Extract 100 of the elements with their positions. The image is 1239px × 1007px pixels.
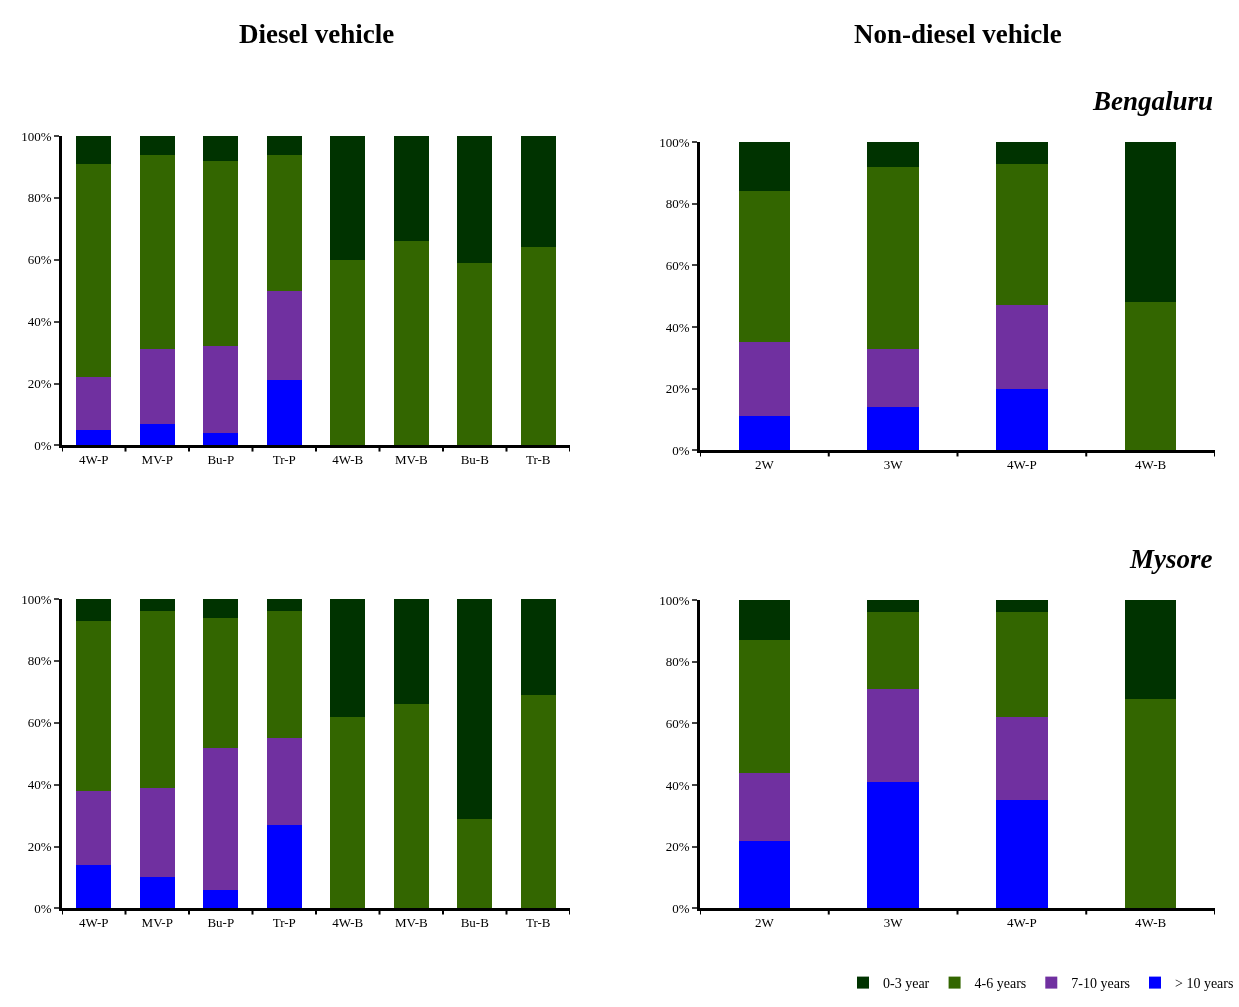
bar	[738, 191, 791, 343]
x-tick-label: 4W-P	[78, 914, 109, 930]
bar	[996, 305, 1048, 389]
bar	[266, 154, 302, 291]
x-tick-label: 4W-P	[1007, 914, 1037, 930]
y-tick-label: 100%	[21, 591, 52, 607]
x-tick-label: 2W	[754, 456, 775, 472]
y-tick-label: 60%	[27, 715, 52, 731]
bar	[457, 599, 493, 819]
y-tick-label: 0%	[672, 442, 690, 458]
bar	[330, 716, 366, 909]
bar	[738, 342, 791, 417]
bar	[867, 348, 919, 408]
bar	[330, 136, 366, 260]
bar	[996, 388, 1048, 451]
bar	[738, 141, 791, 192]
chart-subtitle: Bengaluru	[1092, 86, 1214, 116]
x-tick-label: 4W-B	[332, 914, 364, 930]
y-tick-label: 80%	[665, 654, 690, 670]
y-tick-label: 60%	[665, 257, 690, 273]
bar	[203, 747, 239, 890]
bar	[738, 840, 791, 909]
legend-label: 7-10 years	[1071, 976, 1130, 992]
y-tick-label: 20%	[27, 839, 52, 855]
legend-label: 4-6 years	[974, 976, 1027, 992]
bar	[738, 416, 791, 451]
bar	[203, 136, 239, 161]
bar	[266, 611, 302, 739]
x-tick-label: MV-P	[141, 914, 173, 930]
bar	[867, 600, 919, 613]
y-tick-label: 0%	[34, 437, 52, 453]
x-tick-label: Tr-B	[525, 451, 551, 467]
legend-label: > 10 years	[1175, 976, 1234, 992]
bar	[203, 346, 239, 433]
bar	[738, 600, 791, 641]
y-tick-label: 100%	[659, 134, 690, 150]
x-tick-label: MV-B	[394, 451, 428, 467]
y-tick-label: 80%	[27, 190, 52, 206]
bar	[1124, 302, 1177, 451]
bar	[393, 136, 429, 242]
bar	[76, 599, 112, 621]
bar	[867, 612, 919, 690]
bar	[266, 380, 302, 446]
x-tick-label: Tr-B	[525, 914, 551, 930]
y-tick-label: 60%	[27, 252, 52, 268]
y-tick-label: 40%	[27, 314, 52, 330]
bar	[76, 136, 112, 164]
bar	[203, 433, 239, 446]
x-tick-label: 4W-B	[1135, 456, 1167, 472]
x-tick-label: Tr-P	[272, 451, 296, 467]
bar	[266, 599, 302, 612]
bar	[203, 599, 239, 618]
x-tick-label: 4W-B	[332, 451, 364, 467]
bar	[520, 694, 556, 909]
bar	[996, 800, 1048, 909]
x-tick-label: Bu-P	[207, 914, 235, 930]
bar	[139, 423, 175, 446]
y-tick-label: 20%	[665, 839, 690, 855]
y-tick-label: 100%	[659, 592, 690, 608]
y-tick-label: 100%	[21, 128, 52, 144]
bar	[139, 611, 175, 788]
y-tick-label: 20%	[665, 381, 690, 397]
bar	[203, 617, 239, 748]
x-tick-label: MV-B	[394, 914, 428, 930]
bar	[266, 824, 302, 909]
chart-title: Non-diesel vehicle	[854, 19, 1062, 49]
bar	[266, 738, 302, 825]
bar	[1124, 698, 1177, 909]
x-tick-label: MV-P	[141, 451, 173, 467]
x-tick-label: 3W	[883, 456, 904, 472]
bar	[393, 241, 429, 446]
bar	[520, 599, 556, 695]
bar	[1124, 141, 1177, 303]
bar	[139, 154, 175, 350]
y-tick-label: 40%	[665, 777, 690, 793]
x-tick-label: Bu-B	[460, 914, 490, 930]
bar	[203, 889, 239, 909]
y-tick-label: 80%	[27, 653, 52, 669]
x-tick-label: 4W-P	[1007, 456, 1037, 472]
bar	[139, 349, 175, 424]
legend-label: 0-3 year	[883, 976, 930, 992]
bar	[457, 262, 493, 446]
bar	[139, 877, 175, 909]
bar	[139, 599, 175, 612]
bar	[76, 790, 112, 866]
bar	[520, 136, 556, 248]
bar	[867, 141, 919, 167]
bar	[393, 704, 429, 909]
x-tick-label: Bu-B	[460, 451, 490, 467]
x-tick-label: 4W-P	[78, 451, 109, 467]
bar	[76, 163, 112, 378]
bar	[139, 136, 175, 155]
bar	[738, 772, 791, 841]
bar	[203, 160, 239, 347]
y-tick-label: 20%	[27, 376, 52, 392]
bar	[330, 259, 366, 446]
bar	[867, 166, 919, 349]
bar	[996, 141, 1048, 164]
x-tick-label: Bu-P	[207, 451, 235, 467]
bar	[76, 620, 112, 791]
